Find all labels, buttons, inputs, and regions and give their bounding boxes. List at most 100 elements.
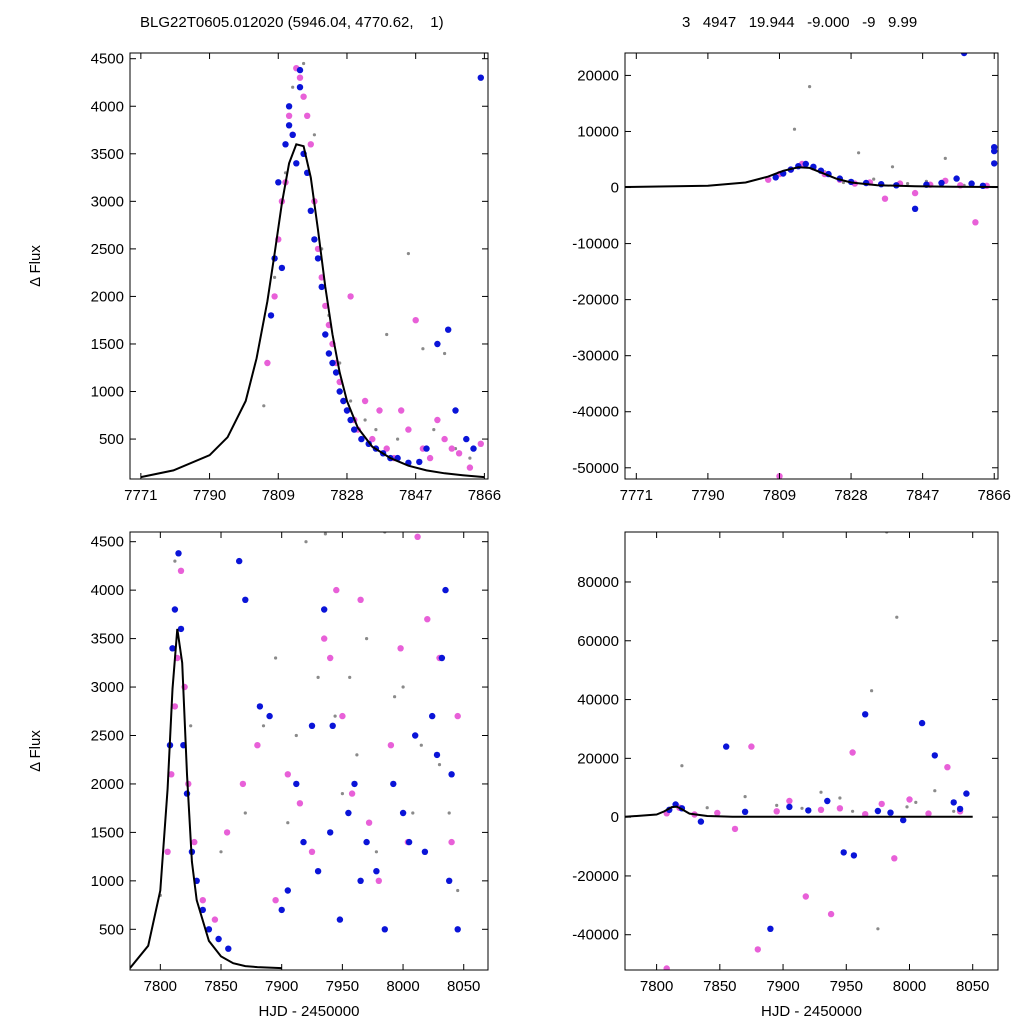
data-point-series-1: [351, 780, 358, 788]
x-tick-label: 7850: [703, 978, 736, 995]
y-tick-label: 20000: [577, 750, 619, 767]
data-point-series-3: [393, 695, 397, 699]
data-point-series-3: [406, 252, 410, 256]
data-point-series-3: [355, 753, 359, 757]
y-tick-label: 0: [611, 809, 619, 826]
data-point-series-2: [412, 317, 419, 324]
data-point-series-2: [199, 897, 206, 904]
data-point-series-1: [960, 53, 968, 57]
data-point-series-3: [401, 685, 405, 689]
data-point-series-1: [438, 654, 446, 662]
data-point-series-2: [375, 877, 382, 884]
data-point-series-1: [953, 175, 960, 182]
y-axis-title: Δ Flux: [27, 245, 44, 287]
x-tick-label: 8050: [447, 978, 480, 995]
data-point-series-3: [286, 821, 290, 825]
data-point-series-2: [477, 440, 484, 447]
data-point-series-3: [914, 800, 918, 805]
data-point-series-3: [385, 332, 389, 337]
data-point-series-1: [454, 926, 461, 933]
data-point-series-1: [296, 84, 304, 91]
data-point-series-3: [396, 437, 400, 441]
data-point-series-3: [294, 733, 298, 738]
data-point-series-1: [405, 838, 413, 846]
data-point-series-3: [189, 724, 193, 728]
x-tick-label: 7828: [330, 487, 363, 504]
y-tick-label: 3000: [91, 679, 124, 696]
data-point-series-1: [308, 722, 316, 729]
x-tick-label: 7950: [830, 978, 863, 995]
data-point-series-1: [421, 848, 429, 855]
data-point-series-3: [680, 764, 684, 768]
data-point-series-1: [285, 122, 293, 129]
data-point-series-1: [171, 606, 179, 613]
data-point-series-1: [322, 331, 329, 338]
data-point-series-3: [291, 85, 295, 89]
data-point-series-3: [302, 61, 306, 66]
data-point-series-2: [284, 771, 291, 778]
data-point-series-3: [447, 811, 451, 815]
data-point-series-2: [944, 764, 951, 771]
x-tick-label: 7866: [468, 487, 501, 504]
data-point-series-1: [296, 66, 304, 74]
data-point-series-1: [256, 703, 264, 710]
y-tick-label: 20000: [577, 67, 619, 84]
x-tick-label: 7771: [124, 487, 157, 504]
x-tick-label: 7809: [262, 487, 295, 504]
plot-frame: [129, 531, 489, 971]
data-point-series-2: [731, 825, 739, 833]
data-point-series-3: [274, 656, 278, 660]
data-point-series-1: [314, 868, 322, 875]
data-point-series-1: [850, 852, 858, 859]
data-point-series-1: [741, 808, 749, 815]
x-tick-label: 7800: [640, 978, 673, 995]
data-point-series-3: [419, 743, 423, 747]
data-point-series-1: [416, 458, 423, 466]
data-point-series-3: [905, 805, 909, 809]
data-point-series-2: [271, 293, 278, 300]
y-tick-label: 2500: [91, 727, 124, 744]
data-point-series-1: [293, 160, 300, 167]
y-tick-label: 2000: [91, 776, 124, 793]
data-point-series-1: [358, 435, 365, 443]
data-point-series-1: [950, 799, 957, 806]
data-point-series-3: [316, 675, 320, 680]
data-point-series-1: [442, 586, 449, 594]
data-point-series-3: [261, 724, 266, 728]
data-point-series-3: [363, 418, 367, 422]
data-point-series-2: [849, 749, 856, 756]
data-point-series-1: [786, 803, 793, 811]
data-point-series-1: [931, 752, 938, 759]
y-tick-label: 40000: [577, 692, 619, 709]
data-point-series-1: [278, 906, 285, 914]
y-tick-label: 4500: [91, 534, 124, 551]
y-tick-label: 1000: [91, 384, 124, 401]
data-point-series-1: [285, 103, 293, 110]
y-tick-label: -20000: [572, 292, 619, 309]
data-point-series-1: [412, 732, 419, 739]
data-point-series-3: [808, 85, 812, 89]
y-tick-label: 4500: [91, 51, 124, 68]
data-point-series-3: [872, 177, 876, 181]
data-point-series-1: [433, 751, 441, 759]
data-point-series-1: [242, 596, 249, 603]
header-left: BLG22T0605.012020 (5946.04, 4770.62, 1): [140, 14, 444, 31]
y-tick-label: 1000: [91, 873, 124, 890]
x-axis-title: HJD - 2450000: [259, 1003, 360, 1020]
data-point-series-3: [437, 763, 442, 767]
data-point-series-1: [772, 174, 779, 181]
data-point-series-3: [443, 351, 447, 356]
plot-frame: [624, 52, 999, 480]
data-point-series-1: [805, 807, 812, 814]
data-point-series-1: [169, 645, 176, 652]
x-tick-label: 8050: [956, 978, 989, 995]
data-point-series-2: [754, 946, 761, 953]
data-point-series-1: [177, 625, 185, 633]
y-tick-label: 3000: [91, 193, 124, 210]
data-point-series-3: [273, 275, 277, 279]
data-point-series-1: [284, 887, 291, 894]
data-point-series-3: [219, 850, 223, 854]
data-point-series-2: [333, 586, 340, 594]
